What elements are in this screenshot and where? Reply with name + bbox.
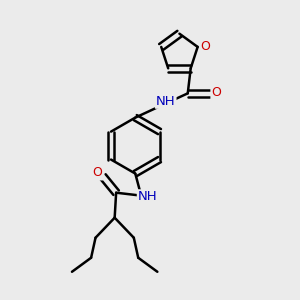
Text: O: O bbox=[212, 86, 221, 99]
Text: NH: NH bbox=[156, 95, 176, 108]
Text: O: O bbox=[93, 167, 103, 179]
Text: O: O bbox=[200, 40, 210, 52]
Text: NH: NH bbox=[138, 190, 158, 203]
